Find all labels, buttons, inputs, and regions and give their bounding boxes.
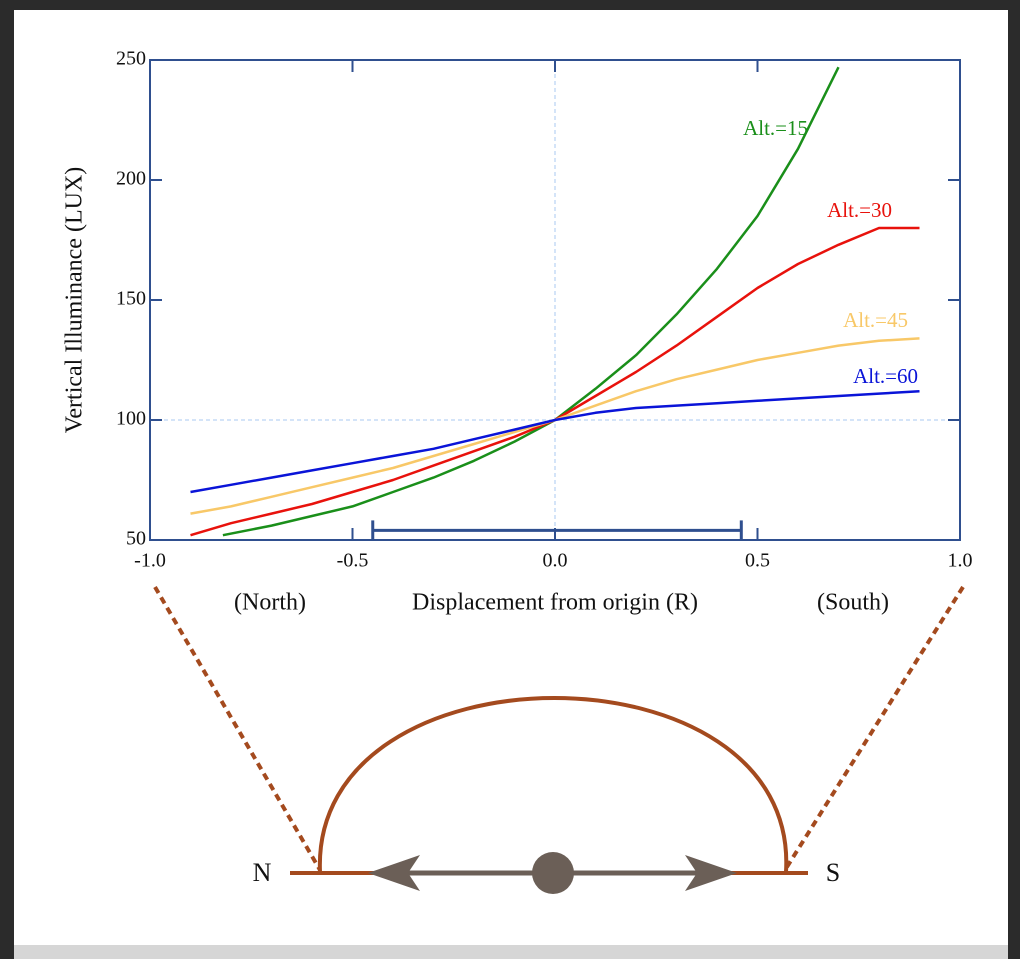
arrow-head [368, 855, 420, 891]
dome-diagram: N S [153, 585, 965, 894]
y-tick-label: 250 [116, 48, 146, 70]
x-tick-label: -0.5 [337, 550, 369, 572]
footer-strip [14, 945, 1008, 959]
x-annotation: (North) [234, 590, 306, 616]
line [222, 66, 840, 537]
panel [14, 10, 1008, 945]
y-tick-label: 200 [116, 168, 146, 190]
plot-frame [149, 59, 961, 541]
y-axis-label: Vertical Illuminance (LUX) [62, 167, 88, 434]
north-label: N [253, 858, 272, 887]
x-tick-label: -1.0 [134, 550, 166, 572]
x-tick-label: 0.5 [745, 550, 770, 572]
x-tick-label: 1.0 [948, 550, 973, 572]
series-label: Alt.=45 [843, 308, 908, 332]
y-tick-label: 100 [116, 408, 146, 430]
series-label: Alt.=15 [743, 116, 808, 140]
x-axis-label: Displacement from origin (R) [412, 590, 698, 616]
view-line [153, 585, 322, 872]
arrow-head [685, 855, 737, 891]
series-label: Alt.=30 [827, 198, 892, 222]
observer [532, 852, 574, 894]
dome-arc [317, 696, 789, 873]
line [190, 389, 920, 494]
south-label: S [826, 858, 840, 887]
series-label: Alt.=60 [853, 364, 918, 388]
x-tick-label: 0.0 [543, 550, 568, 572]
y-tick-label: 150 [116, 288, 146, 310]
view-line [783, 585, 965, 872]
y-tick-label: 50 [126, 528, 146, 550]
x-annotation: (South) [817, 590, 889, 616]
